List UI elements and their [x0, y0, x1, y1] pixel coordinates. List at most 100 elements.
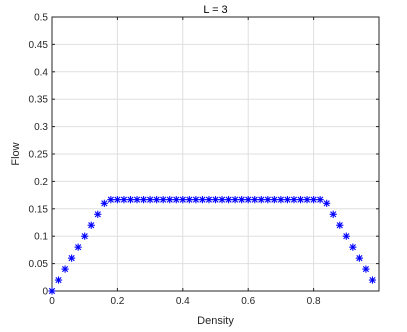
- x-tick-label: 0: [49, 296, 55, 307]
- marker-stroke: [75, 244, 82, 251]
- marker-stroke: [114, 196, 121, 203]
- marker-stroke: [153, 196, 160, 203]
- marker-stroke: [356, 255, 363, 262]
- data-point: [198, 196, 207, 204]
- data-point: [166, 196, 174, 204]
- data-point: [349, 243, 357, 251]
- marker-stroke: [225, 196, 232, 203]
- data-point: [368, 276, 377, 284]
- grid: [51, 16, 379, 292]
- data-point: [231, 196, 239, 204]
- data-point: [342, 232, 350, 240]
- x-tick-label: 0.4: [176, 296, 190, 307]
- chart-title: L = 3: [203, 4, 227, 16]
- y-tick-label: 0.1: [34, 232, 48, 243]
- data-point: [48, 287, 56, 295]
- data-point: [113, 196, 121, 204]
- data-point: [238, 196, 246, 204]
- data-point: [277, 196, 285, 204]
- marker-stroke: [94, 211, 101, 218]
- data-point: [283, 196, 292, 204]
- data-point: [192, 196, 200, 204]
- marker-stroke: [173, 196, 180, 203]
- data-point: [172, 196, 180, 204]
- marker-stroke: [362, 265, 370, 273]
- marker-stroke: [120, 196, 128, 203]
- marker-stroke: [61, 265, 69, 273]
- marker-stroke: [323, 200, 330, 207]
- marker-stroke: [258, 196, 265, 203]
- x-tick-label: 0.6: [241, 296, 255, 307]
- data-point: [264, 196, 272, 204]
- data-point: [362, 265, 370, 273]
- marker-stroke: [127, 196, 134, 203]
- data-point: [54, 276, 63, 284]
- data-point: [257, 196, 265, 204]
- y-tick-label: 0.05: [29, 259, 49, 270]
- marker-stroke: [81, 233, 88, 240]
- data-point: [323, 199, 331, 207]
- marker-stroke: [186, 196, 193, 203]
- data-point: [68, 254, 76, 262]
- marker-stroke: [48, 287, 56, 295]
- marker-stroke: [55, 276, 62, 284]
- marker-stroke: [232, 196, 239, 203]
- data-point: [218, 196, 226, 204]
- x-tick-label: 0.2: [110, 296, 124, 307]
- data-point: [61, 265, 69, 273]
- marker-stroke: [68, 255, 75, 262]
- marker-stroke: [179, 196, 186, 203]
- x-tick-label: 0.8: [307, 296, 321, 307]
- data-point: [139, 196, 148, 204]
- data-point: [329, 210, 337, 218]
- marker-stroke: [88, 222, 95, 229]
- data-point: [94, 210, 102, 218]
- y-tick-label: 0: [42, 287, 48, 298]
- y-tick-label: 0.15: [29, 204, 49, 215]
- marker-stroke: [101, 200, 108, 207]
- marker-stroke: [166, 196, 173, 203]
- data-point: [120, 196, 128, 204]
- marker-stroke: [218, 196, 226, 203]
- data-point: [310, 196, 318, 204]
- marker-stroke: [238, 196, 245, 203]
- data-point: [153, 196, 161, 204]
- data-point: [290, 196, 298, 204]
- data-points: [48, 196, 377, 295]
- data-point: [107, 196, 115, 204]
- marker-stroke: [271, 196, 278, 203]
- data-point: [224, 196, 233, 204]
- marker-stroke: [284, 196, 291, 203]
- marker-stroke: [369, 276, 376, 284]
- y-tick-label: 0.25: [29, 150, 49, 161]
- y-tick-label: 0.45: [29, 40, 49, 51]
- marker-stroke: [192, 196, 199, 203]
- marker-stroke: [349, 244, 356, 251]
- data-point: [244, 196, 252, 204]
- marker-stroke: [199, 196, 206, 203]
- marker-stroke: [330, 211, 337, 218]
- marker-stroke: [160, 196, 167, 203]
- data-point: [355, 254, 363, 262]
- data-point: [74, 243, 82, 251]
- marker-stroke: [290, 196, 298, 203]
- y-tick-label: 0.3: [34, 122, 48, 133]
- y-tick-label: 0.2: [34, 177, 48, 188]
- data-point: [270, 196, 278, 204]
- data-point: [205, 196, 213, 204]
- data-point: [87, 221, 95, 229]
- data-point: [211, 196, 220, 204]
- data-point: [133, 196, 141, 204]
- data-point: [159, 196, 167, 204]
- data-point: [316, 196, 324, 204]
- data-point: [185, 196, 193, 204]
- marker-stroke: [317, 196, 324, 203]
- y-tick-label: 0.35: [29, 95, 49, 106]
- marker-stroke: [297, 196, 304, 203]
- marker-stroke: [336, 222, 343, 229]
- data-point: [179, 196, 187, 204]
- data-point: [100, 199, 108, 207]
- marker-stroke: [212, 196, 219, 203]
- marker-stroke: [264, 196, 271, 203]
